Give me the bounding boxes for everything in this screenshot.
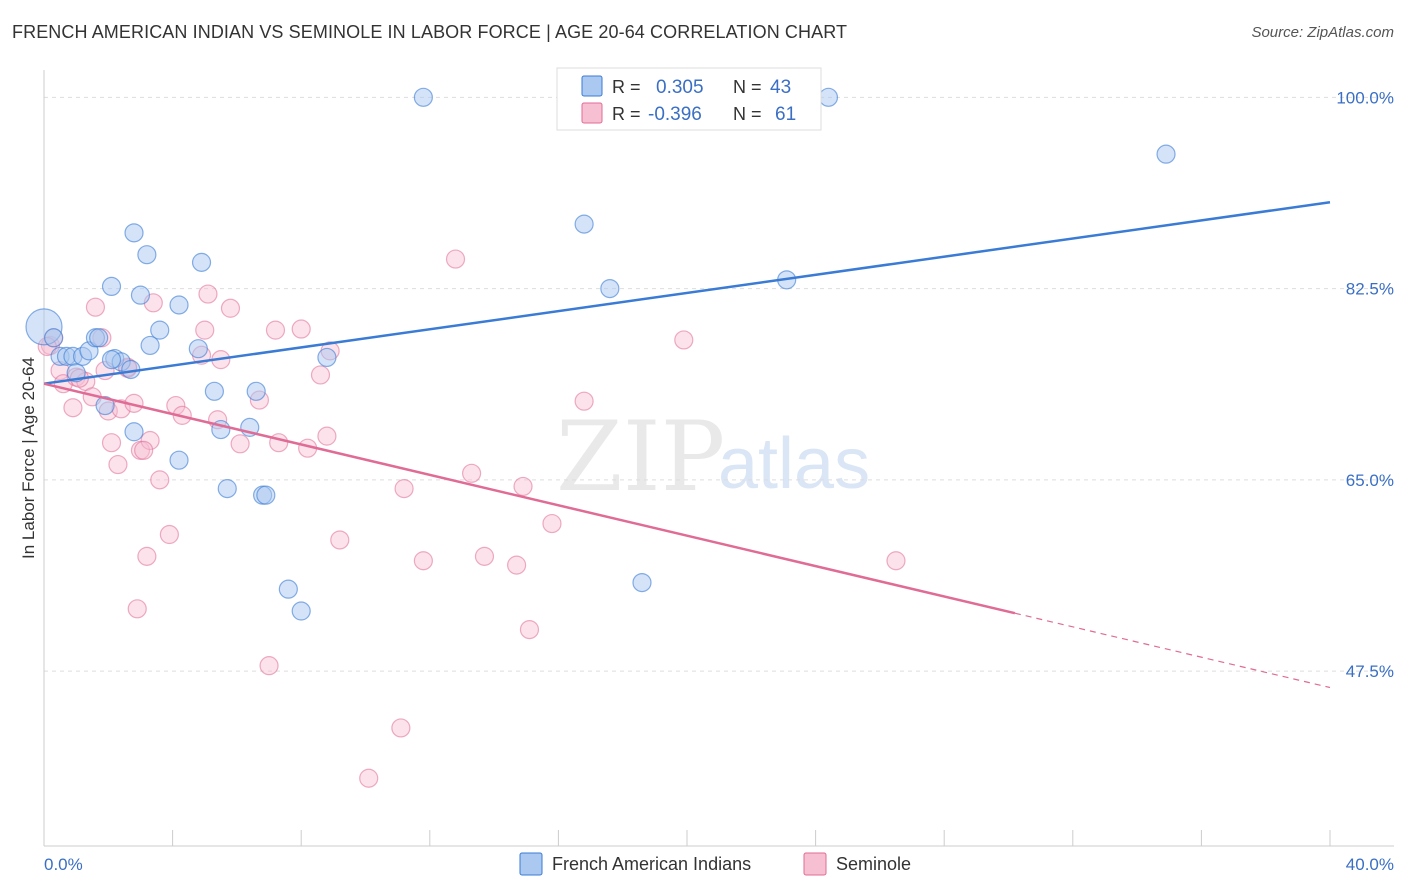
- legend-r-label-1: R =: [612, 77, 641, 97]
- french-american-indians-point: [217, 479, 237, 499]
- french-american-indians-point: [137, 245, 157, 265]
- seminole-point: [391, 718, 411, 738]
- y-tick-label: 82.5%: [1346, 280, 1394, 299]
- french-american-indians-point: [291, 601, 311, 621]
- legend-n-value-2: 61: [775, 104, 796, 125]
- seminole-point: [394, 479, 414, 499]
- french-american-indians-point: [413, 87, 433, 107]
- seminole-point: [330, 530, 350, 550]
- legend-n-label-2: N =: [733, 104, 762, 124]
- legend-n-value-1: 43: [770, 77, 791, 98]
- legend-r-value-1: 0.305: [656, 77, 704, 98]
- french-american-indians-point: [44, 328, 64, 348]
- seminole-point: [461, 463, 482, 483]
- french-american-indians-point: [101, 276, 122, 297]
- seminole-point: [259, 656, 279, 676]
- chart-title: FRENCH AMERICAN INDIAN VS SEMINOLE IN LA…: [12, 22, 848, 42]
- french-american-indians-point: [632, 572, 652, 593]
- seminole-point: [674, 330, 694, 350]
- french-american-indians-point: [169, 450, 189, 470]
- y-axis-title: In Labor Force | Age 20-64: [19, 357, 38, 559]
- x-tick-label-max: 40.0%: [1346, 855, 1394, 874]
- seminole-point: [137, 546, 157, 566]
- seminole-point: [413, 551, 433, 571]
- seminole-point: [140, 430, 160, 451]
- french-american-indians-point: [124, 422, 144, 442]
- legend-swatch-pink: [581, 102, 603, 124]
- seminole-point: [108, 454, 128, 475]
- seminole-point: [230, 434, 250, 454]
- seminole-point: [310, 365, 331, 385]
- seminole-point: [474, 546, 495, 566]
- french-american-indians-point: [204, 381, 224, 401]
- french-american-indians-point: [278, 579, 298, 599]
- legend-r-label-2: R =: [612, 104, 641, 124]
- gridlines: [44, 96, 1394, 672]
- french-american-indians-point: [256, 485, 276, 505]
- x-tick-label-min: 0.0%: [44, 855, 83, 874]
- y-tick-label: 65.0%: [1346, 471, 1394, 490]
- legend-n-label-1: N =: [733, 77, 762, 97]
- seminole-point: [101, 433, 122, 453]
- seminole-point: [195, 320, 215, 340]
- seminole-point: [127, 599, 147, 619]
- seminole-point: [85, 297, 106, 317]
- legend-swatch-blue: [581, 75, 603, 97]
- seminole-point: [220, 298, 241, 318]
- seminole-point: [359, 768, 379, 788]
- french-american-indians-point: [246, 381, 266, 401]
- series-legend-label-pink: Seminole: [836, 854, 911, 874]
- y-tick-label: 100.0%: [1336, 88, 1394, 107]
- stats-legend: R = 0.305 N = 43 R = -0.396 N = 61: [556, 67, 822, 131]
- french-american-indians-point: [89, 328, 109, 348]
- french-american-indians-points: [25, 87, 1176, 621]
- seminole-point: [507, 555, 527, 575]
- seminole-point: [265, 320, 286, 340]
- trend-lines: [43, 201, 1331, 689]
- seminole-point: [63, 398, 83, 418]
- seminole-point: [317, 426, 337, 446]
- source-label: Source: ZipAtlas.com: [1251, 24, 1394, 41]
- french-american-indians-point: [600, 278, 620, 299]
- french-american-indians-point: [101, 350, 122, 370]
- french-american-indians-point: [188, 339, 208, 359]
- trend-line-blue: [43, 201, 1331, 385]
- series-legend-label-blue: French American Indians: [552, 854, 751, 874]
- french-american-indians-point: [191, 252, 212, 272]
- seminole-point: [574, 391, 594, 411]
- french-american-indians-point: [317, 347, 337, 368]
- series-legend-swatch-pink: [803, 852, 827, 876]
- seminole-point: [519, 619, 540, 640]
- seminole-point: [150, 470, 170, 490]
- seminole-point: [542, 513, 562, 534]
- trend-line-pink-extension: [1014, 612, 1331, 689]
- french-american-indians-point: [140, 335, 160, 356]
- french-american-indians-point: [95, 395, 115, 416]
- legend-r-value-2: -0.396: [648, 104, 702, 125]
- seminole-point: [134, 440, 154, 460]
- watermark-atlas: atlas: [718, 424, 870, 504]
- seminole-point: [886, 551, 906, 571]
- french-american-indians-point: [169, 295, 189, 315]
- trend-line-pink: [43, 382, 1016, 615]
- french-american-indians-point: [130, 285, 151, 305]
- seminole-point: [513, 476, 533, 497]
- french-american-indians-point: [1156, 144, 1176, 164]
- x-ticks: [43, 830, 1331, 846]
- french-american-indians-point: [124, 223, 144, 243]
- seminole-point: [159, 524, 179, 545]
- y-tick-label: 47.5%: [1346, 662, 1394, 681]
- french-american-indians-point: [150, 320, 170, 340]
- seminole-point: [291, 319, 311, 339]
- seminole-point: [198, 284, 218, 304]
- series-legend-swatch-blue: [519, 852, 543, 876]
- french-american-indians-point: [574, 214, 594, 234]
- y-tick-labels: 47.5% 65.0% 82.5% 100.0%: [1336, 88, 1394, 681]
- seminole-point: [445, 249, 466, 269]
- series-legend: French American Indians Seminole: [519, 852, 911, 876]
- french-american-indians-point: [818, 87, 839, 107]
- watermark-zip: ZIP: [556, 401, 725, 513]
